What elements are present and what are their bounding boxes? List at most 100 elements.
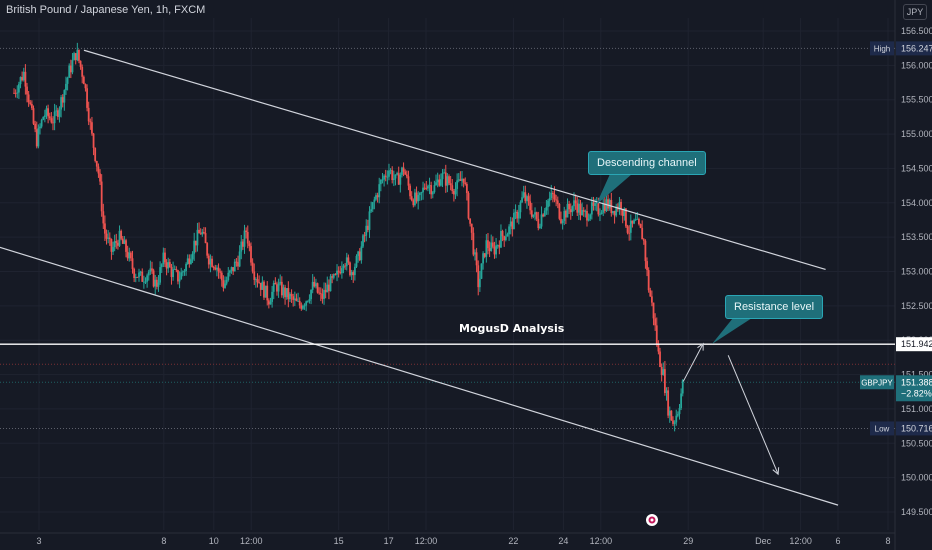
candle: [22, 67, 25, 82]
author-watermark: MogusD Analysis: [459, 322, 565, 335]
candle-body: [500, 231, 502, 248]
candle-body: [298, 300, 301, 306]
candle: [482, 251, 485, 270]
symbol-title: British Pound / Japanese Yen, 1h, FXCM: [6, 4, 206, 16]
candle: [487, 233, 489, 255]
candle-body: [373, 199, 376, 203]
candle: [370, 201, 373, 213]
candle-body: [240, 241, 243, 252]
candle-body: [506, 234, 509, 237]
candle: [266, 281, 269, 306]
candle: [201, 228, 204, 237]
candle-body: [39, 126, 41, 129]
candle: [612, 210, 614, 215]
candle-body: [118, 230, 121, 246]
candle: [628, 225, 631, 241]
candle: [389, 168, 392, 175]
candle: [662, 362, 665, 376]
candle: [423, 183, 426, 191]
candle: [230, 266, 233, 274]
currency-badge[interactable]: JPY: [903, 4, 927, 20]
candle: [681, 379, 684, 397]
x-tick-label: 22: [508, 536, 518, 546]
price-tag-value: 151.942: [901, 339, 932, 349]
candle-body: [40, 119, 43, 127]
candle: [272, 280, 275, 300]
candle-body: [271, 291, 274, 302]
candle-body: [302, 305, 304, 309]
candle: [532, 214, 535, 219]
candle-body: [92, 133, 95, 148]
candle-body: [599, 214, 601, 215]
candle-body: [129, 252, 132, 259]
candle: [118, 225, 121, 248]
candle: [646, 257, 648, 277]
candle-body: [657, 343, 660, 352]
candle: [133, 267, 136, 282]
candle: [676, 411, 679, 418]
candle: [313, 276, 316, 288]
candle: [534, 207, 536, 221]
candle-body: [626, 226, 629, 233]
candle-body: [126, 251, 129, 259]
candle-body: [590, 202, 593, 215]
candle-body: [198, 229, 200, 234]
candle: [488, 241, 491, 258]
candle: [625, 208, 627, 228]
candle: [339, 265, 342, 275]
candle-body: [542, 214, 545, 217]
price-tag-high: High 156.247: [870, 41, 932, 56]
y-tick-label: 153.000: [901, 267, 932, 277]
candle-body: [74, 53, 77, 60]
candle: [626, 224, 629, 235]
x-tick-label: Dec: [755, 536, 772, 546]
candle-body: [50, 118, 53, 123]
candle-body: [415, 192, 418, 202]
candle: [362, 233, 364, 249]
candle-body: [58, 109, 61, 117]
candle: [644, 239, 647, 269]
candle: [253, 263, 256, 286]
candle: [154, 274, 157, 295]
candle-body: [456, 180, 459, 189]
candle: [107, 230, 110, 244]
y-tick-label: 151.000: [901, 404, 932, 414]
candle-body: [412, 200, 415, 206]
candle: [276, 281, 278, 296]
y-tick-label: 151.500: [901, 370, 932, 380]
candle: [517, 204, 520, 225]
candle-body: [384, 175, 387, 177]
candle: [222, 275, 225, 292]
candle-body: [243, 230, 246, 247]
candle: [659, 347, 661, 368]
candle-body: [680, 393, 683, 409]
candle-body: [436, 179, 439, 183]
candle-body: [612, 211, 614, 214]
candle-body: [162, 252, 165, 265]
candle-body: [360, 246, 363, 261]
candle: [480, 263, 483, 280]
candle: [97, 163, 100, 178]
candle-body: [401, 167, 403, 175]
candle: [160, 263, 163, 273]
candle-body: [337, 270, 340, 272]
candle: [117, 239, 119, 250]
candle-body: [183, 270, 186, 272]
candle-body: [532, 214, 535, 217]
candle-body: [22, 71, 25, 81]
candle-body: [376, 195, 379, 198]
candle: [300, 302, 303, 311]
candle-body: [245, 230, 248, 233]
candle-body: [201, 231, 204, 235]
candle: [194, 240, 197, 253]
candle-body: [155, 279, 158, 287]
candle-body: [659, 351, 661, 368]
candle: [43, 109, 46, 123]
candle: [508, 224, 510, 241]
y-tick-label: 155.000: [901, 129, 932, 139]
candle: [47, 104, 50, 124]
projection-down-arrowhead: [772, 467, 780, 476]
x-tick-label: 12:00: [590, 536, 613, 546]
